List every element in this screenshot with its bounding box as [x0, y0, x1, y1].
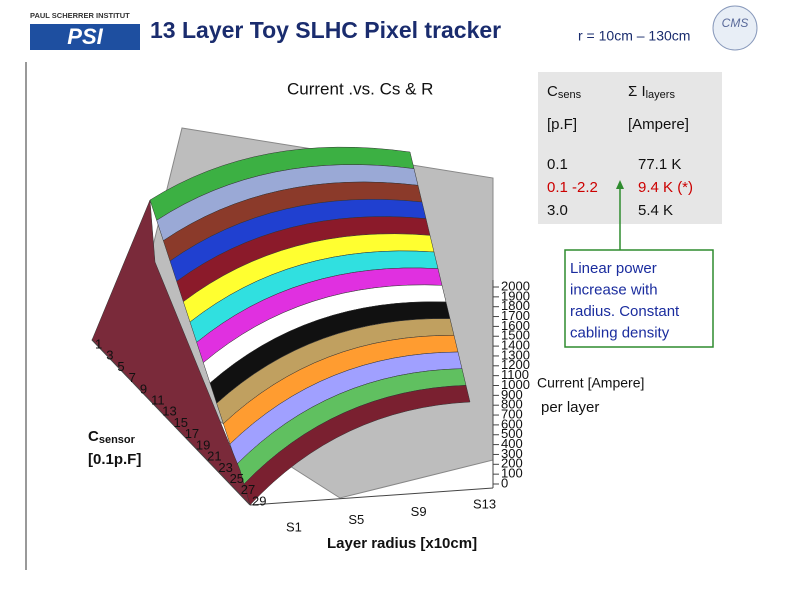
cs-tick-label: 13	[162, 404, 176, 419]
surface	[91, 146, 471, 506]
z-tick-label: 800	[501, 397, 523, 412]
z-tick-label: 200	[501, 456, 523, 471]
radius-label: Layer radius [x10cm]	[327, 535, 477, 552]
z-label-2: per layer	[541, 399, 599, 416]
cs-tick-label: 25	[230, 471, 244, 486]
z-tick-label: 2000	[501, 278, 530, 293]
z-tick-label: 700	[501, 406, 523, 421]
z-tick-label: 300	[501, 446, 523, 461]
z-tick-label: 1700	[501, 308, 530, 323]
logo-caption: PAUL SCHERRER INSTITUT	[30, 11, 130, 20]
cs-tick-label: 19	[196, 437, 210, 452]
arrow-head	[616, 180, 624, 189]
table-cell: 9.4 K (*)	[638, 179, 693, 196]
cs-tick-label: 11	[151, 393, 165, 408]
table-cell: 5.4 K	[638, 202, 673, 219]
table-bg	[538, 72, 722, 224]
cs-tick-label: 29	[252, 493, 266, 508]
cs-axis	[91, 339, 251, 506]
slide-title: 13 Layer Toy SLHC Pixel tracker	[150, 17, 501, 43]
radius-tick-label: S5	[348, 512, 364, 527]
header-main: C	[547, 83, 558, 100]
z-tick-label: 100	[501, 466, 523, 481]
table-cell: 0.1 -2.2	[547, 179, 598, 196]
z-tick-label: 0	[501, 475, 508, 490]
table-header: Σ Ilayers	[628, 83, 675, 101]
cs-tick-label: 21	[207, 449, 221, 464]
radius-tick-label: S13	[473, 496, 496, 511]
z-tick-label: 400	[501, 436, 523, 451]
radius-ticks: S1 S5 S9 S13	[286, 496, 496, 534]
note-box	[564, 249, 714, 348]
z-tick-label: 1900	[501, 288, 530, 303]
z-tick-label: 1100	[501, 367, 529, 382]
table-cell: [Ampere]	[628, 116, 689, 133]
psi-logo: PAUL SCHERRER INSTITUT PSI	[30, 11, 140, 50]
cms-logo: CMS	[712, 5, 758, 51]
logo-block	[30, 24, 140, 50]
note-line: Linear power	[570, 260, 657, 277]
z-tick-label: 1400	[501, 338, 530, 353]
logo-text: PSI	[67, 24, 103, 49]
cs-tick-label: 1	[95, 336, 102, 351]
cs-tick-label: 27	[241, 482, 255, 497]
logo-text: CMS	[722, 16, 749, 30]
table-header: Csens	[547, 83, 582, 101]
cs-label: Csensor	[88, 428, 136, 446]
table-cell: [p.F]	[547, 116, 577, 133]
cs-label-main: C	[88, 428, 99, 445]
plot-title: Current .vs. Cs & R	[287, 79, 433, 98]
cs-tick-label: 9	[140, 381, 147, 396]
z-tick-label: 1200	[501, 357, 530, 372]
cs-tick-label: 17	[185, 426, 199, 441]
logo-circle	[712, 5, 758, 51]
table-cell: 77.1 K	[638, 156, 681, 173]
cs-label-sub: sensor	[99, 434, 136, 446]
note: Linear power increase with radius. Constan…	[570, 260, 680, 342]
header-sub: sens	[558, 89, 582, 101]
header-sub: layers	[646, 89, 676, 101]
note-line: cabling density	[570, 324, 670, 341]
table: Csens Σ Ilayers [p.F] [Ampere] 0.1 77.1 K 0.1 …	[547, 83, 693, 219]
z-tick-label: 500	[501, 426, 523, 441]
z-label: Current [Ampere]	[537, 375, 644, 391]
note-line: radius. Constant	[570, 303, 680, 320]
cs-tick-label: 3	[106, 348, 113, 363]
z-tick-label: 1600	[501, 318, 530, 333]
z-tick-label: 1500	[501, 328, 530, 343]
z-tick-label: 900	[501, 387, 523, 402]
cs-tick-label: 23	[218, 460, 232, 475]
z-tick-label: 1800	[501, 298, 530, 313]
cs-tick-label: 5	[117, 359, 124, 374]
surface-band	[243, 385, 471, 506]
table-cell: 3.0	[547, 202, 568, 219]
cs-tick-label: 7	[129, 370, 136, 385]
z-tick-label: 1300	[501, 347, 530, 362]
radius-tick-label: S1	[286, 519, 302, 534]
z-ticks: 2000190018001700160015001400130012001100…	[493, 278, 530, 490]
table-cell: 0.1	[547, 156, 568, 173]
z-tick-label: 1000	[501, 377, 530, 392]
radius-tick-label: S9	[411, 504, 427, 519]
slide-subtitle: r = 10cm – 130cm	[578, 28, 690, 44]
note-line: increase with	[570, 281, 658, 298]
header-main: Σ I	[628, 83, 646, 100]
cs-tick-label: 15	[174, 415, 188, 430]
radius-axis	[249, 487, 494, 506]
z-tick-label: 600	[501, 416, 523, 431]
cs-unit: [0.1p.F]	[88, 451, 141, 468]
